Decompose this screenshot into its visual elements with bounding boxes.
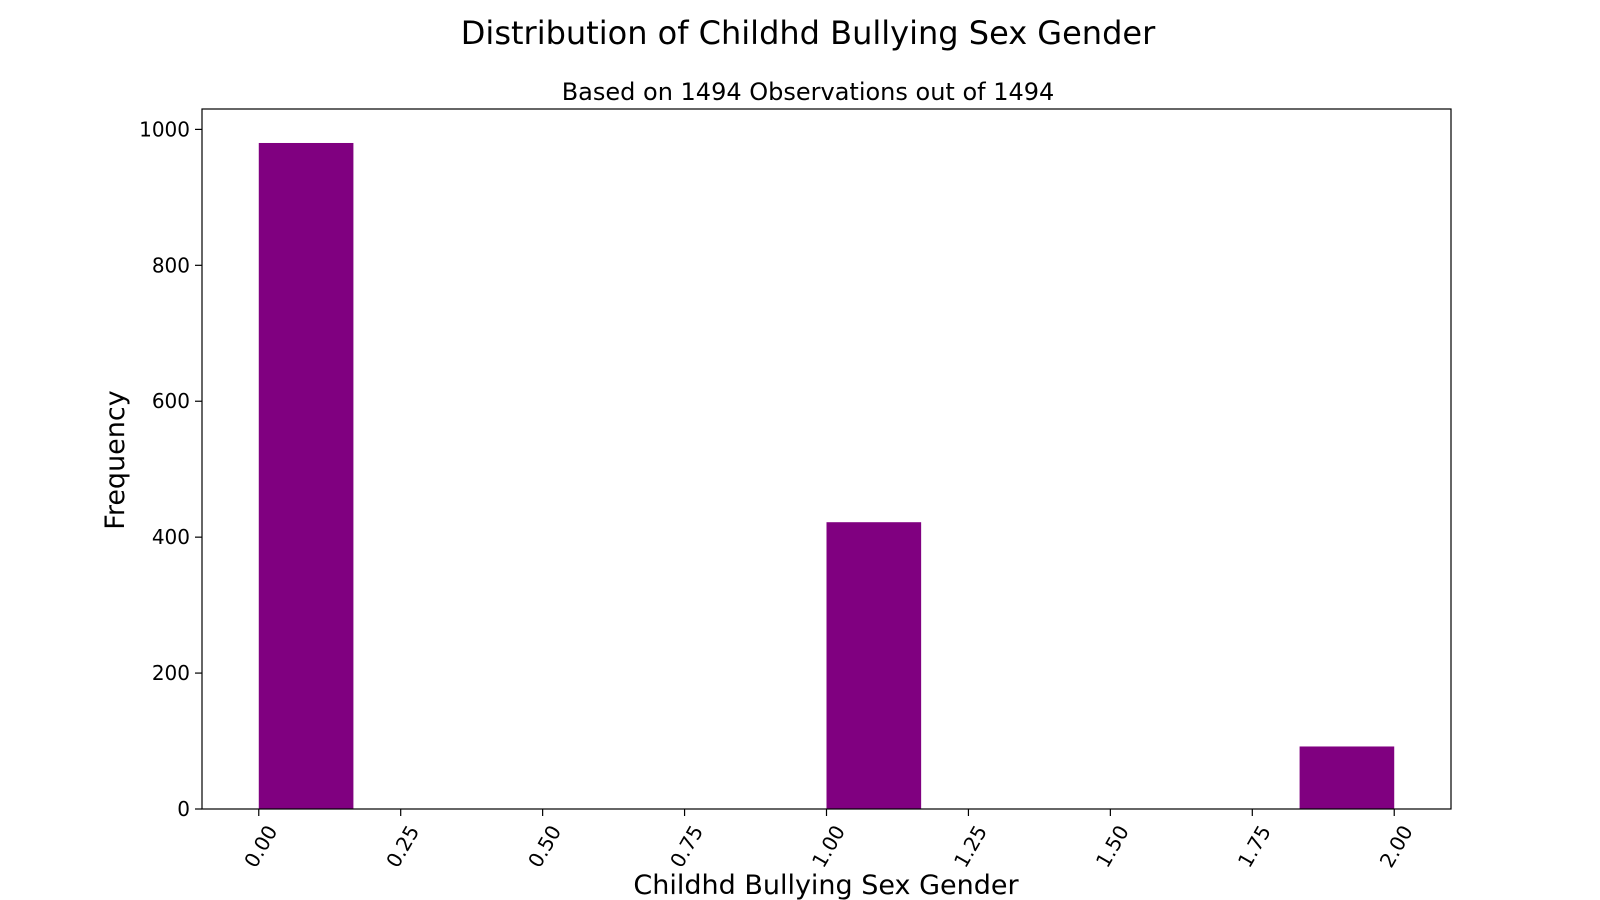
y-axis: 0 200 400 600 800 1000	[139, 117, 202, 821]
y-tick-label: 400	[152, 525, 190, 549]
x-tick-label: 2.00	[1375, 821, 1418, 872]
y-tick-label: 600	[152, 389, 190, 413]
y-tick-label: 0	[177, 797, 190, 821]
chart-subtitle: Based on 1494 Observations out of 1494	[562, 78, 1055, 106]
x-tick-label: 1.75	[1233, 821, 1276, 872]
y-tick-label: 200	[152, 661, 190, 685]
histogram-bar-0	[258, 142, 354, 809]
x-tick-label: 0.50	[523, 821, 566, 872]
x-tick-label: 1.25	[949, 821, 992, 872]
y-tick-label: 800	[152, 253, 190, 277]
x-tick-label: 0.00	[239, 821, 282, 872]
chart-title: Distribution of Childhd Bullying Sex Gen…	[461, 14, 1156, 52]
x-tick-label: 0.25	[381, 821, 424, 872]
x-tick-label: 1.50	[1091, 821, 1134, 872]
x-tick-label: 1.00	[807, 821, 850, 872]
bars-group	[258, 142, 1395, 809]
histogram-bar-1	[826, 522, 922, 809]
y-tick-label: 1000	[139, 117, 190, 141]
x-axis: 0.00 0.25 0.50 0.75 1.00 1.25 1.50 1.75 2.00	[239, 809, 1418, 872]
y-axis-label: Frequency	[100, 390, 131, 530]
histogram-bar-2	[1299, 746, 1395, 809]
x-tick-label: 0.75	[665, 821, 708, 872]
x-axis-label: Childhd Bullying Sex Gender	[633, 870, 1019, 900]
